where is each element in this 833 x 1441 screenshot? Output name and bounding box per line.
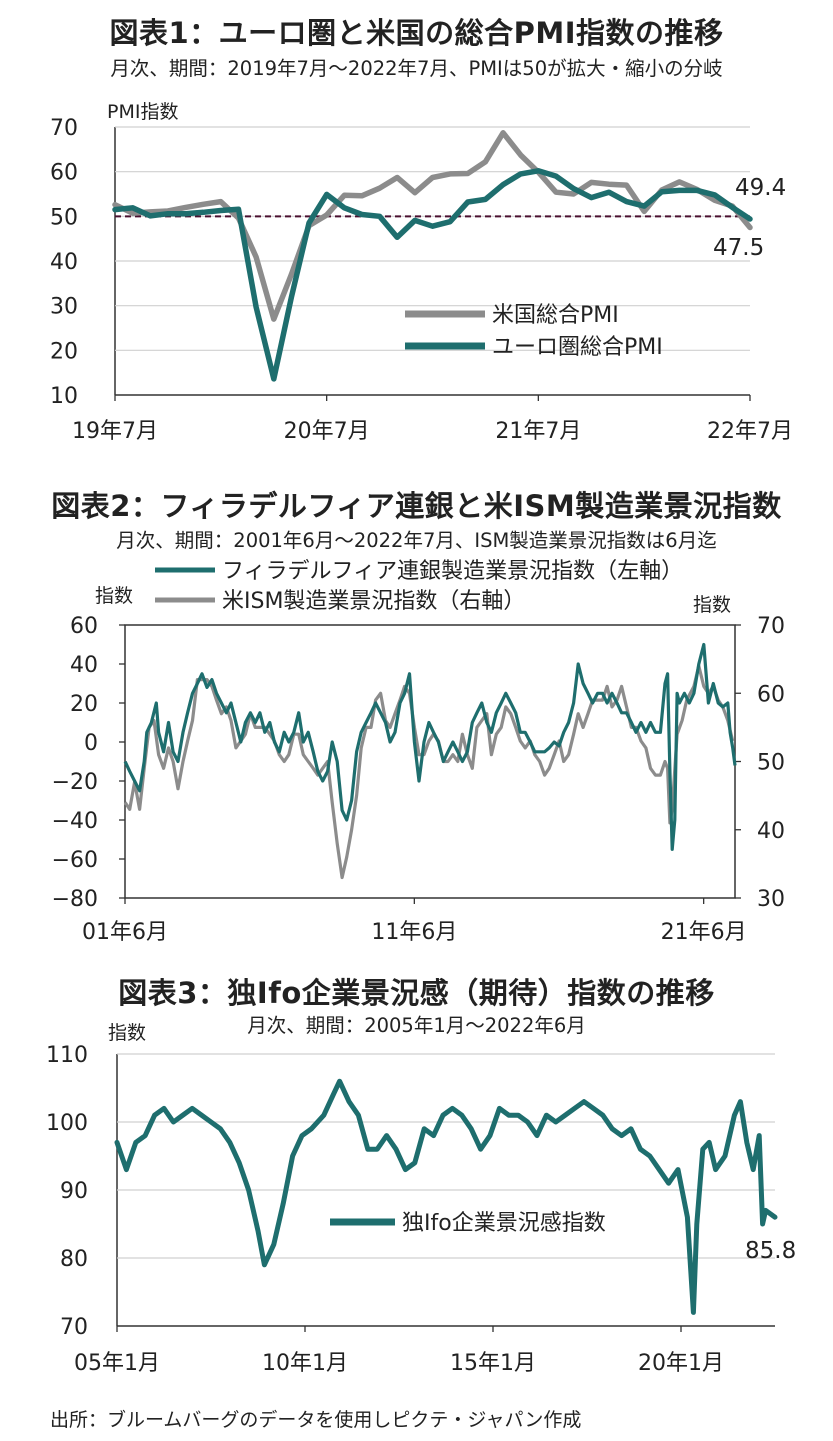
- chart2-y-ticks-left: −80 −60 −40 −20 0 20 40 60: [52, 614, 125, 912]
- chart2-x-tick-label: 11年6月: [371, 920, 457, 945]
- chart3-title: 図表3：独Ifo企業景況感（期待）指数の推移: [118, 976, 715, 1010]
- chart2-y-tick-label-right: 40: [757, 819, 785, 844]
- chart3-y-tick-label: 110: [46, 1043, 88, 1068]
- chart2-plot: フィラデルフィア連銀製造業景況指数（左軸） 米ISM製造業景況指数（右軸） 指数…: [52, 559, 785, 945]
- chart2-y-tick-label-left: −40: [52, 809, 98, 834]
- chart1-y-tick-label: 20: [50, 339, 78, 364]
- chart2-y-tick-label-left: 0: [84, 731, 98, 756]
- chart3-y-tick-label: 80: [60, 1247, 88, 1272]
- chart3-ylabel: 指数: [108, 1022, 146, 1044]
- chart2-y-tick-label-right: 60: [757, 682, 785, 707]
- chart2-y-tick-label-left: 60: [70, 614, 98, 639]
- chart1-series-eu-line: [112, 168, 753, 382]
- chart2-legend-label-ism: 米ISM製造業景況指数（右軸）: [222, 589, 525, 614]
- chart2-legend-label-philly: フィラデルフィア連銀製造業景況指数（左軸）: [222, 559, 683, 584]
- chart1-x-ticks: 19年7月 20年7月 21年7月 22年7月: [72, 395, 793, 444]
- chart2-y-tick-label-right: 30: [757, 887, 785, 912]
- chart1-legend-label-us: 米国総合PMI: [492, 303, 619, 328]
- chart2-series-ism-line: [123, 664, 735, 880]
- chart1-series: [112, 130, 753, 382]
- chart1-x-tick-label: 21年7月: [495, 419, 581, 444]
- chart2-x-ticks: 01年6月 11年6月 21年6月: [82, 898, 747, 945]
- chart1-y-tick-label: 60: [50, 161, 78, 186]
- chart2-y-tick-label-left: −80: [52, 887, 98, 912]
- chart2-y-tick-label-left: −60: [52, 848, 98, 873]
- chart3-plot: 指数 70 80 90 100 110 05年1月 10年1月 15年1月 20年1月 独If…: [46, 1022, 796, 1376]
- chart2-ylabel-right: 指数: [693, 594, 731, 616]
- chart3-legend-label: 独Ifo企業景況感指数: [402, 1211, 606, 1236]
- chart2-frame: [124, 624, 736, 899]
- chart1-legend: 米国総合PMI ユーロ圏総合PMI: [405, 303, 663, 360]
- chart1-plot: PMI指数 10 20 30 40 50 60 70 19年7月 20年7月 21年7月 22年7…: [50, 101, 793, 444]
- chart2-title: 図表2：フィラデルフィア連銀と米ISM製造業景況指数: [51, 489, 782, 523]
- chart3-series-ifo-line: [114, 1078, 778, 1315]
- chart1-series-us-line: [112, 130, 753, 322]
- chart1-y-tick-label: 10: [50, 384, 78, 409]
- chart3-series: [114, 1078, 778, 1315]
- chart1-y-tick-label: 50: [50, 205, 78, 230]
- chart1-title: 図表1：ユーロ圏と米国の総合PMI指数の推移: [109, 16, 724, 50]
- source-note: 出所：ブルームバーグのデータを使用しピクテ・ジャパン作成: [50, 1409, 582, 1431]
- chart1-y-ticks: 10 20 30 40 50 60 70: [50, 116, 78, 409]
- chart1-x-tick-label: 20年7月: [284, 419, 370, 444]
- chart3-x-ticks: 05年1月 10年1月 15年1月 20年1月: [74, 1326, 724, 1376]
- chart1-y-tick-label: 40: [50, 250, 78, 275]
- chart2-series-philly-line: [123, 642, 737, 851]
- chart1-x-tick-label: 19年7月: [72, 419, 158, 444]
- chart3-legend: 独Ifo企業景況感指数: [330, 1211, 606, 1236]
- chart3-annotation-last: 85.8: [745, 1238, 796, 1264]
- chart2-legend: フィラデルフィア連銀製造業景況指数（左軸） 米ISM製造業景況指数（右軸）: [155, 559, 683, 614]
- chart3-x-tick-label: 20年1月: [638, 1351, 724, 1376]
- chart1-subtitle: 月次、期間：2019年7月～2022年7月、PMIは50が拡大・縮小の分岐: [110, 57, 723, 80]
- chart2-y-tick-label-right: 50: [757, 751, 785, 776]
- chart1-x-tick-label: 22年7月: [707, 419, 793, 444]
- chart1-y-tick-label: 70: [50, 116, 78, 141]
- chart1-annotation-eu-last: 49.4: [735, 175, 786, 201]
- chart3-y-tick-label: 90: [60, 1179, 88, 1204]
- chart2-y-tick-label-left: 40: [70, 653, 98, 678]
- chart3-y-ticks: 70 80 90 100 110: [46, 1043, 88, 1340]
- chart1-legend-label-eu: ユーロ圏総合PMI: [492, 335, 663, 360]
- chart3-gridlines: [117, 1053, 775, 1259]
- chart2-y-tick-label-left: −20: [52, 770, 98, 795]
- chart3-subtitle: 月次、期間：2005年1月～2022年6月: [247, 1014, 586, 1037]
- chart2-subtitle: 月次、期間：2001年6月～2022年7月、ISM製造業景況指数は6月迄: [116, 529, 717, 552]
- chart3-x-tick-label: 15年1月: [450, 1351, 536, 1376]
- chart3-y-tick-label: 100: [46, 1111, 88, 1136]
- chart2-series: [123, 642, 737, 880]
- chart1-ylabel: PMI指数: [107, 101, 178, 123]
- chart2-x-tick-label: 21年6月: [661, 920, 747, 945]
- chart2-y-tick-label-left: 20: [70, 692, 98, 717]
- chart1-y-tick-label: 30: [50, 295, 78, 320]
- chart1-annotation-us-last: 47.5: [713, 235, 764, 261]
- chart2-y-ticks-right: 30 40 50 60 70: [735, 614, 785, 912]
- chart3-y-tick-label: 70: [60, 1315, 88, 1340]
- chart2-y-tick-label-right: 70: [757, 614, 785, 639]
- chart3-x-tick-label: 05年1月: [74, 1351, 160, 1376]
- chart2-ylabel-left: 指数: [95, 585, 133, 607]
- chart3-x-tick-label: 10年1月: [262, 1351, 348, 1376]
- chart2-x-tick-label: 01年6月: [82, 920, 168, 945]
